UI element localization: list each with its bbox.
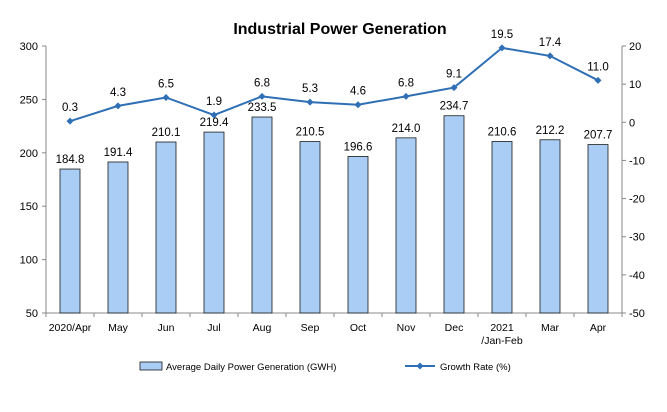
growth-rate-point [546, 52, 554, 60]
left-tick-label: 250 [20, 94, 38, 106]
growth-rate-point [306, 98, 314, 106]
growth-value-label: 0.3 [62, 102, 78, 114]
growth-rate-point [162, 93, 170, 101]
right-tick-label: -20 [629, 194, 645, 206]
bar [587, 144, 609, 314]
bar [539, 139, 561, 314]
legend-line-marker [416, 362, 424, 370]
bar-value-label: 196.6 [344, 141, 373, 153]
right-tick-label: -10 [629, 155, 645, 167]
growth-rate-point [354, 101, 362, 109]
growth-value-label: 9.1 [446, 69, 462, 81]
growth-rate-point [258, 92, 266, 100]
bar [491, 141, 513, 314]
chart-title: Industrial Power Generation [233, 21, 446, 38]
bar [59, 168, 81, 314]
bar-value-label: 214.0 [392, 123, 421, 135]
category-label: Apr [590, 322, 607, 334]
growth-rate-point [114, 102, 122, 110]
growth-rate-point [402, 92, 410, 100]
left-tick-label: 200 [20, 148, 38, 160]
bar-value-label: 212.2 [536, 125, 565, 137]
growth-value-label: 6.5 [158, 78, 174, 90]
left-tick-label: 150 [20, 201, 38, 213]
legend-bar-swatch [139, 361, 163, 371]
bar-value-label: 219.4 [200, 117, 229, 129]
legend: Average Daily Power Generation (GWH) Grow… [139, 361, 511, 373]
legend-line-label: Growth Rate (%) [440, 362, 511, 373]
growth-value-label: 4.6 [350, 86, 366, 98]
category-label: Sep [301, 322, 320, 334]
bar-value-label: 234.7 [440, 101, 469, 113]
right-tick-label: 0 [629, 117, 635, 129]
bar [155, 141, 177, 314]
category-label: Dec [445, 322, 464, 334]
right-tick-label: 10 [629, 79, 641, 91]
growth-value-label: 5.3 [302, 83, 318, 95]
bar-value-label: 210.5 [296, 127, 325, 139]
growth-value-label: 4.3 [110, 87, 126, 99]
category-label: Jun [158, 322, 175, 334]
bar-value-label: 207.7 [584, 130, 613, 142]
growth-rate-line [69, 46, 599, 123]
category-label: Nov [397, 322, 416, 334]
category-labels: 2020/Apr May Jun Jul Aug Sep Oct Nov Dec 2021/Jan… [49, 322, 607, 347]
axes: 50 100 150 200 250 300 -50 -40 -30 -20 -10 0 10 20 [20, 41, 645, 320]
growth-value-label: 17.4 [539, 37, 562, 49]
left-tick-label: 100 [20, 255, 38, 267]
growth-rate-point [450, 84, 458, 92]
bar [395, 137, 417, 314]
bar-value-label: 191.4 [104, 147, 133, 159]
category-label: Aug [253, 322, 272, 334]
growth-value-label: 11.0 [587, 61, 609, 73]
bar [299, 141, 321, 314]
category-label: 2020/Apr [49, 322, 92, 334]
bar-value-label: 184.8 [56, 154, 85, 166]
growth-value-label: 6.8 [398, 77, 414, 89]
right-tick-label: -40 [629, 270, 645, 282]
right-tick-label: -50 [629, 308, 645, 320]
bar-value-label: 210.6 [488, 126, 517, 138]
growth-rate-point [210, 111, 218, 119]
category-label: /Jan-Feb [481, 335, 523, 347]
line-series [66, 44, 602, 125]
bar [203, 131, 225, 314]
category-label: May [108, 322, 129, 334]
bar-value-label: 233.5 [248, 102, 277, 114]
legend-bar-label: Average Daily Power Generation (GWH) [166, 362, 336, 373]
category-label: 2021 [490, 322, 514, 334]
right-tick-label: -30 [629, 232, 645, 244]
growth-rate-point [498, 44, 506, 52]
category-label: Jul [207, 322, 220, 334]
bar [347, 156, 369, 314]
bar [107, 161, 129, 314]
category-label: Mar [541, 322, 560, 334]
data-labels: 184.8 191.4 210.1 219.4 233.5 210.5 196.6 214.0… [56, 29, 613, 166]
growth-rate-point [594, 76, 602, 84]
growth-value-label: 1.9 [206, 96, 222, 108]
bar [443, 115, 465, 314]
bar-value-label: 210.1 [152, 127, 181, 139]
left-tick-label: 300 [20, 41, 38, 53]
growth-rate-point [66, 117, 74, 125]
bar [251, 116, 273, 314]
right-tick-label: 20 [629, 41, 641, 53]
left-tick-label: 50 [26, 308, 38, 320]
growth-value-label: 6.8 [254, 77, 270, 89]
category-label: Oct [350, 322, 366, 334]
bar-series [59, 115, 609, 314]
growth-value-label: 19.5 [491, 29, 513, 41]
